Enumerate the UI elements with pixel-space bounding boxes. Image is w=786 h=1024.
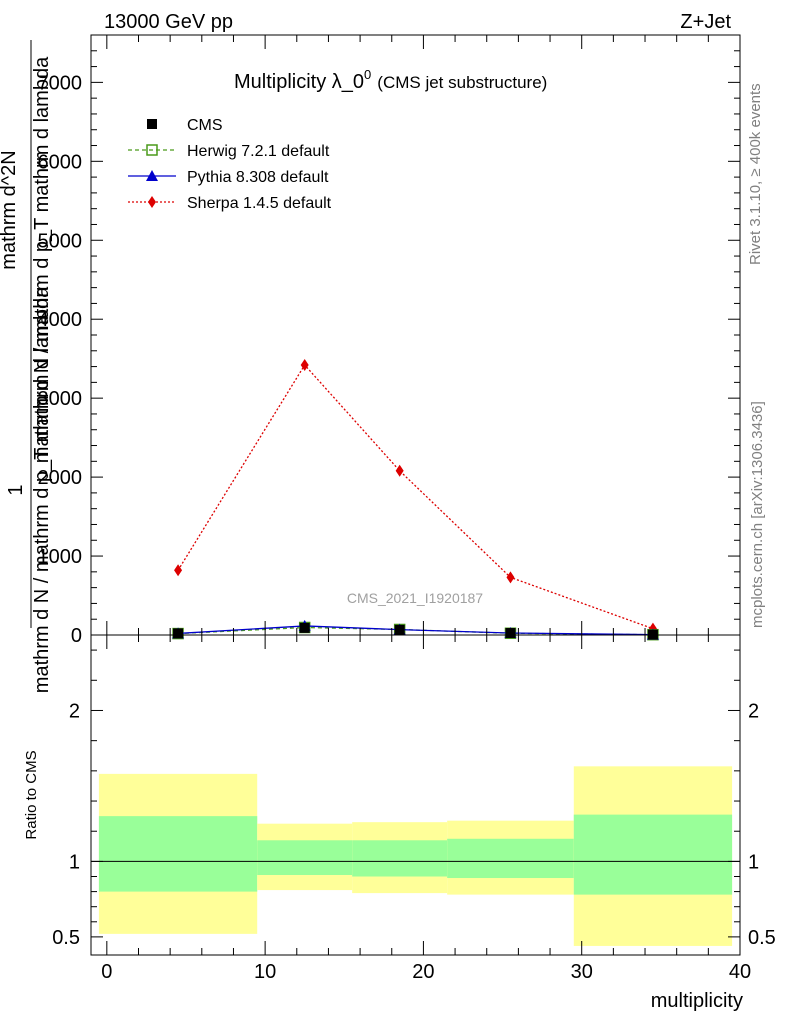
main-ylabel-denominator: mathrm d N / mathrm d p_T mathrm d lambd… — [31, 286, 53, 693]
x-tick-label: 20 — [412, 961, 434, 983]
legend-label-pythia: Pythia 8.308 default — [187, 169, 329, 186]
main-ytick-label: 3000 — [38, 388, 83, 410]
cms-point — [299, 622, 310, 633]
main-ytick-label: 0 — [71, 625, 82, 647]
ratio-stat-band-2 — [352, 840, 448, 877]
legend-label-cms: CMS — [187, 117, 223, 134]
rivet-version-label: Rivet 3.1.10, ≥ 400k events — [747, 83, 764, 265]
sherpa-point — [174, 564, 183, 577]
main-ytick-label: 2000 — [38, 467, 83, 489]
chart-title-main: Multiplicity λ_0 — [234, 71, 364, 93]
x-tick-label: 30 — [571, 961, 593, 983]
legend: CMS Herwig 7.2.1 default Pythia 8.308 defa… — [128, 117, 332, 212]
ratio-stat-band-4 — [573, 814, 733, 895]
chart-subtitle: (CMS jet substructure) — [377, 73, 547, 92]
legend-marker-pythia — [146, 170, 158, 181]
ratio-ytick-label-left: 2 — [69, 700, 80, 722]
ratio-ytick-label-right: 0.5 — [748, 927, 776, 949]
main-ytick-label: 5000 — [38, 230, 83, 252]
ratio-stat-band-3 — [447, 838, 574, 879]
x-tick-label: 0 — [101, 961, 112, 983]
main-ylabel-numerator: mathrm d^2N — [0, 150, 20, 269]
legend-marker-cms — [147, 119, 157, 129]
ratio-stat-band-1 — [257, 840, 353, 875]
ratio-stat-band-0 — [98, 816, 258, 892]
ratio-ytick-label-right: 1 — [748, 851, 759, 873]
ratio-ylabel: Ratio to CMS — [23, 750, 40, 839]
sherpa-line — [177, 363, 654, 630]
main-ytick-label: 6000 — [38, 151, 83, 173]
cms-point — [173, 628, 184, 639]
header-energy: 13000 GeV pp — [104, 11, 233, 33]
main-ylabel: 1 mathrm d^2N mathrm d N / mathrm d p_T … — [0, 40, 53, 693]
mcplots-label: mcplots.cern.ch [arXiv:1306.3436] — [749, 401, 766, 628]
legend-label-sherpa: Sherpa 1.4.5 default — [187, 195, 332, 212]
main-ytick-label: 1000 — [38, 546, 83, 568]
main-ytick-label: 7000 — [38, 72, 83, 94]
header-process: Z+Jet — [680, 11, 731, 33]
sherpa-point — [506, 571, 515, 584]
cms-point — [394, 624, 405, 635]
ratio-ytick-label-right: 2 — [748, 700, 759, 722]
main-ylabel-one: 1 — [5, 484, 27, 495]
x-tick-label: 40 — [729, 961, 751, 983]
analysis-watermark: CMS_2021_I1920187 — [347, 590, 483, 606]
ratio-panel-frame — [90, 634, 741, 956]
main-panel-content — [172, 359, 659, 641]
ratio-bands — [98, 766, 733, 946]
legend-marker-sherpa — [148, 196, 156, 208]
main-ylabel-denominator-top: mathrm d N / mathrm d p_T mathrm d lambd… — [31, 56, 53, 463]
ratio-ytick-label-left: 0.5 — [52, 927, 80, 949]
x-tick-label: 10 — [254, 961, 276, 983]
chart-title-superscript: 0 — [364, 67, 371, 82]
sherpa-point — [300, 359, 309, 371]
chart-title: Multiplicity λ_00 (CMS jet substructure) — [234, 67, 547, 93]
x-axis-label: multiplicity — [651, 990, 743, 1012]
main-ytick-label: 4000 — [38, 309, 83, 331]
legend-label-herwig: Herwig 7.2.1 default — [187, 143, 330, 160]
ratio-ytick-label-left: 1 — [69, 851, 80, 873]
legend-marker-herwig — [146, 144, 158, 156]
sherpa-point — [395, 464, 404, 477]
cms-point — [505, 628, 516, 639]
